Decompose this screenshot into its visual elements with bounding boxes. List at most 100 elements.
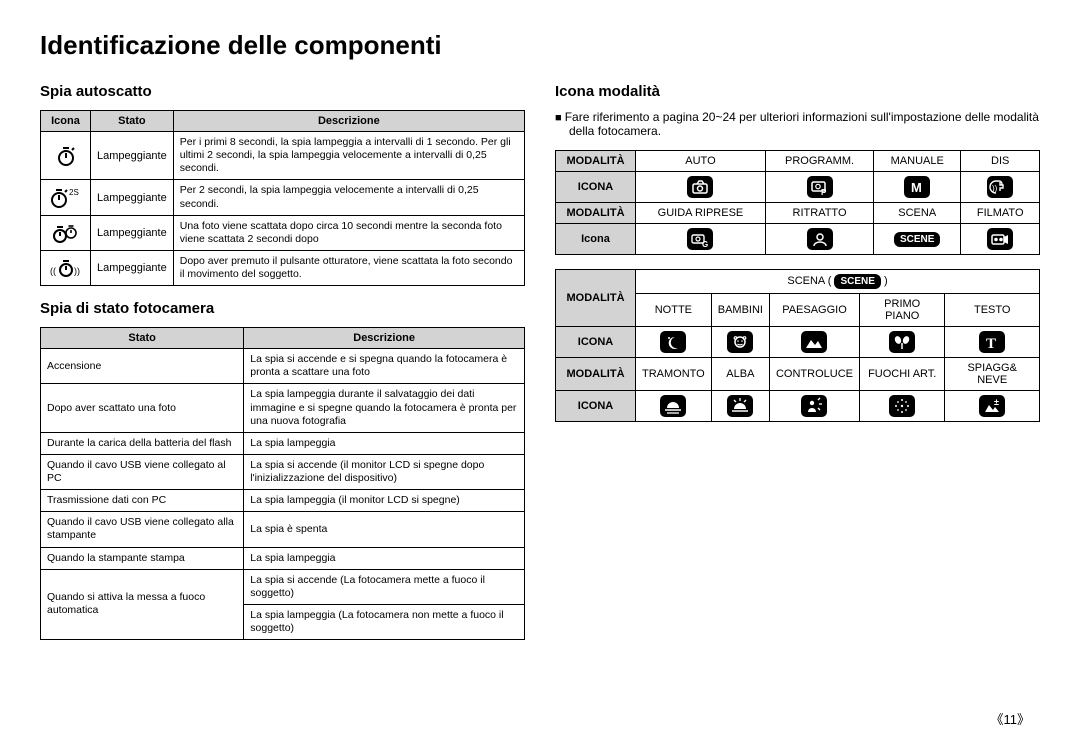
- cell: La spia si accende (il monitor LCD si sp…: [244, 454, 525, 489]
- svg-text:M: M: [911, 180, 922, 195]
- cell: La spia lampeggia (La fotocamera non met…: [244, 604, 525, 639]
- cell: FILMATO: [961, 203, 1040, 224]
- portrait-icon: [765, 224, 873, 255]
- page-title: Identificazione delle componenti: [40, 30, 1040, 61]
- dis-icon: )): [961, 172, 1040, 203]
- manual-icon: M: [874, 172, 961, 203]
- children-icon: [711, 327, 769, 358]
- cell: La spia lampeggia (il monitor LCD si spe…: [244, 490, 525, 512]
- left-column: Spia autoscatto Icona Stato Descrizione …: [40, 79, 525, 654]
- fireworks-icon: [860, 391, 945, 422]
- cell: DIS: [961, 151, 1040, 172]
- svg-text:T: T: [986, 336, 996, 352]
- closeup-icon: [860, 327, 945, 358]
- cell: CONTROLUCE: [769, 358, 859, 391]
- timer-double-icon: [41, 215, 91, 250]
- cell: Quando si attiva la messa a fuoco automa…: [41, 569, 244, 640]
- cell: Quando il cavo USB viene collegato al PC: [41, 454, 244, 489]
- timer-motion-icon: (()): [41, 250, 91, 285]
- cell-stato: Lampeggiante: [91, 215, 174, 250]
- cell: NOTTE: [636, 294, 712, 327]
- backlight-icon: [769, 391, 859, 422]
- cell: La spia lampeggia: [244, 547, 525, 569]
- cell: La spia si accende e si spegna quando la…: [244, 349, 525, 384]
- svg-text:((: ((: [50, 266, 56, 276]
- cell: La spia è spenta: [244, 512, 525, 547]
- guide-icon: G: [636, 224, 766, 255]
- cell: SPIAGG& NEVE: [945, 358, 1040, 391]
- svg-text:P: P: [821, 188, 827, 197]
- svg-text:2S: 2S: [69, 188, 79, 197]
- cell: PRIMO PIANO: [860, 294, 945, 327]
- row-label: MODALITÀ: [556, 270, 636, 327]
- th-stato: Stato: [41, 328, 244, 349]
- svg-text:G: G: [702, 240, 708, 249]
- timer-icon: [41, 132, 91, 180]
- cell: ALBA: [711, 358, 769, 391]
- cell-desc: Per i primi 8 secondi, la spia lampeggia…: [173, 132, 524, 180]
- scene-header: SCENA ( SCENE ): [636, 270, 1040, 294]
- row-label: ICONA: [556, 327, 636, 358]
- row-label: MODALITÀ: [556, 358, 636, 391]
- section-spia-autoscatto: Spia autoscatto: [40, 83, 525, 100]
- cell: Durante la carica della batteria del fla…: [41, 432, 244, 454]
- scene-icon: SCENE: [874, 224, 961, 255]
- th-descrizione: Descrizione: [173, 111, 524, 132]
- timer-2s-icon: 2S: [41, 180, 91, 215]
- row-label: MODALITÀ: [556, 151, 636, 172]
- auto-icon: [636, 172, 766, 203]
- section-icona-modalita: Icona modalità: [555, 83, 1040, 100]
- cell: TRAMONTO: [636, 358, 712, 391]
- cell: Trasmissione dati con PC: [41, 490, 244, 512]
- cell: La spia lampeggia durante il salvataggio…: [244, 384, 525, 432]
- cell: TESTO: [945, 294, 1040, 327]
- cell: La spia si accende (La fotocamera mette …: [244, 569, 525, 604]
- table-modalita-1: MODALITÀ AUTO PROGRAMM. MANUALE DIS ICON…: [555, 150, 1040, 255]
- row-label: Icona: [556, 224, 636, 255]
- cell: Quando la stampante stampa: [41, 547, 244, 569]
- cell-stato: Lampeggiante: [91, 180, 174, 215]
- svg-text:±: ±: [994, 397, 999, 407]
- cell: Dopo aver scattato una foto: [41, 384, 244, 432]
- cell: GUIDA RIPRESE: [636, 203, 766, 224]
- svg-text:)): )): [74, 266, 80, 276]
- cell: MANUALE: [874, 151, 961, 172]
- two-column-layout: Spia autoscatto Icona Stato Descrizione …: [40, 79, 1040, 654]
- table-spia-stato: Stato Descrizione AccensioneLa spia si a…: [40, 327, 525, 640]
- cell: RITRATTO: [765, 203, 873, 224]
- cell: SCENA: [874, 203, 961, 224]
- movie-icon: [961, 224, 1040, 255]
- svg-text:)): )): [992, 184, 998, 193]
- cell-stato: Lampeggiante: [91, 132, 174, 180]
- beach-snow-icon: ±: [945, 391, 1040, 422]
- cell: La spia lampeggia: [244, 432, 525, 454]
- cell: FUOCHI ART.: [860, 358, 945, 391]
- cell: AUTO: [636, 151, 766, 172]
- sunset-icon: [636, 391, 712, 422]
- cell: PROGRAMM.: [765, 151, 873, 172]
- note-text: Fare riferimento a pagina 20~24 per ulte…: [555, 110, 1040, 138]
- cell: PAESAGGIO: [769, 294, 859, 327]
- program-icon: P: [765, 172, 873, 203]
- row-label: ICONA: [556, 172, 636, 203]
- cell-desc: Per 2 secondi, la spia lampeggia velocem…: [173, 180, 524, 215]
- right-column: Icona modalità Fare riferimento a pagina…: [555, 79, 1040, 654]
- text-icon: T: [945, 327, 1040, 358]
- night-icon: [636, 327, 712, 358]
- cell: Accensione: [41, 349, 244, 384]
- landscape-icon: [769, 327, 859, 358]
- scene-badge-icon: SCENE: [834, 274, 880, 289]
- scene-label: SCENA: [787, 275, 824, 287]
- th-descrizione: Descrizione: [244, 328, 525, 349]
- cell-desc: Dopo aver premuto il pulsante otturatore…: [173, 250, 524, 285]
- th-icona: Icona: [41, 111, 91, 132]
- table-modalita-scene: MODALITÀ SCENA ( SCENE ) NOTTE BAMBINI P…: [555, 269, 1040, 422]
- row-label: ICONA: [556, 391, 636, 422]
- cell-desc: Una foto viene scattata dopo circa 10 se…: [173, 215, 524, 250]
- table-spia-autoscatto: Icona Stato Descrizione Lampeggiante Per…: [40, 110, 525, 286]
- cell-stato: Lampeggiante: [91, 250, 174, 285]
- cell: Quando il cavo USB viene collegato alla …: [41, 512, 244, 547]
- page-number: 《11》: [991, 709, 1031, 728]
- th-stato: Stato: [91, 111, 174, 132]
- section-spia-stato: Spia di stato fotocamera: [40, 300, 525, 317]
